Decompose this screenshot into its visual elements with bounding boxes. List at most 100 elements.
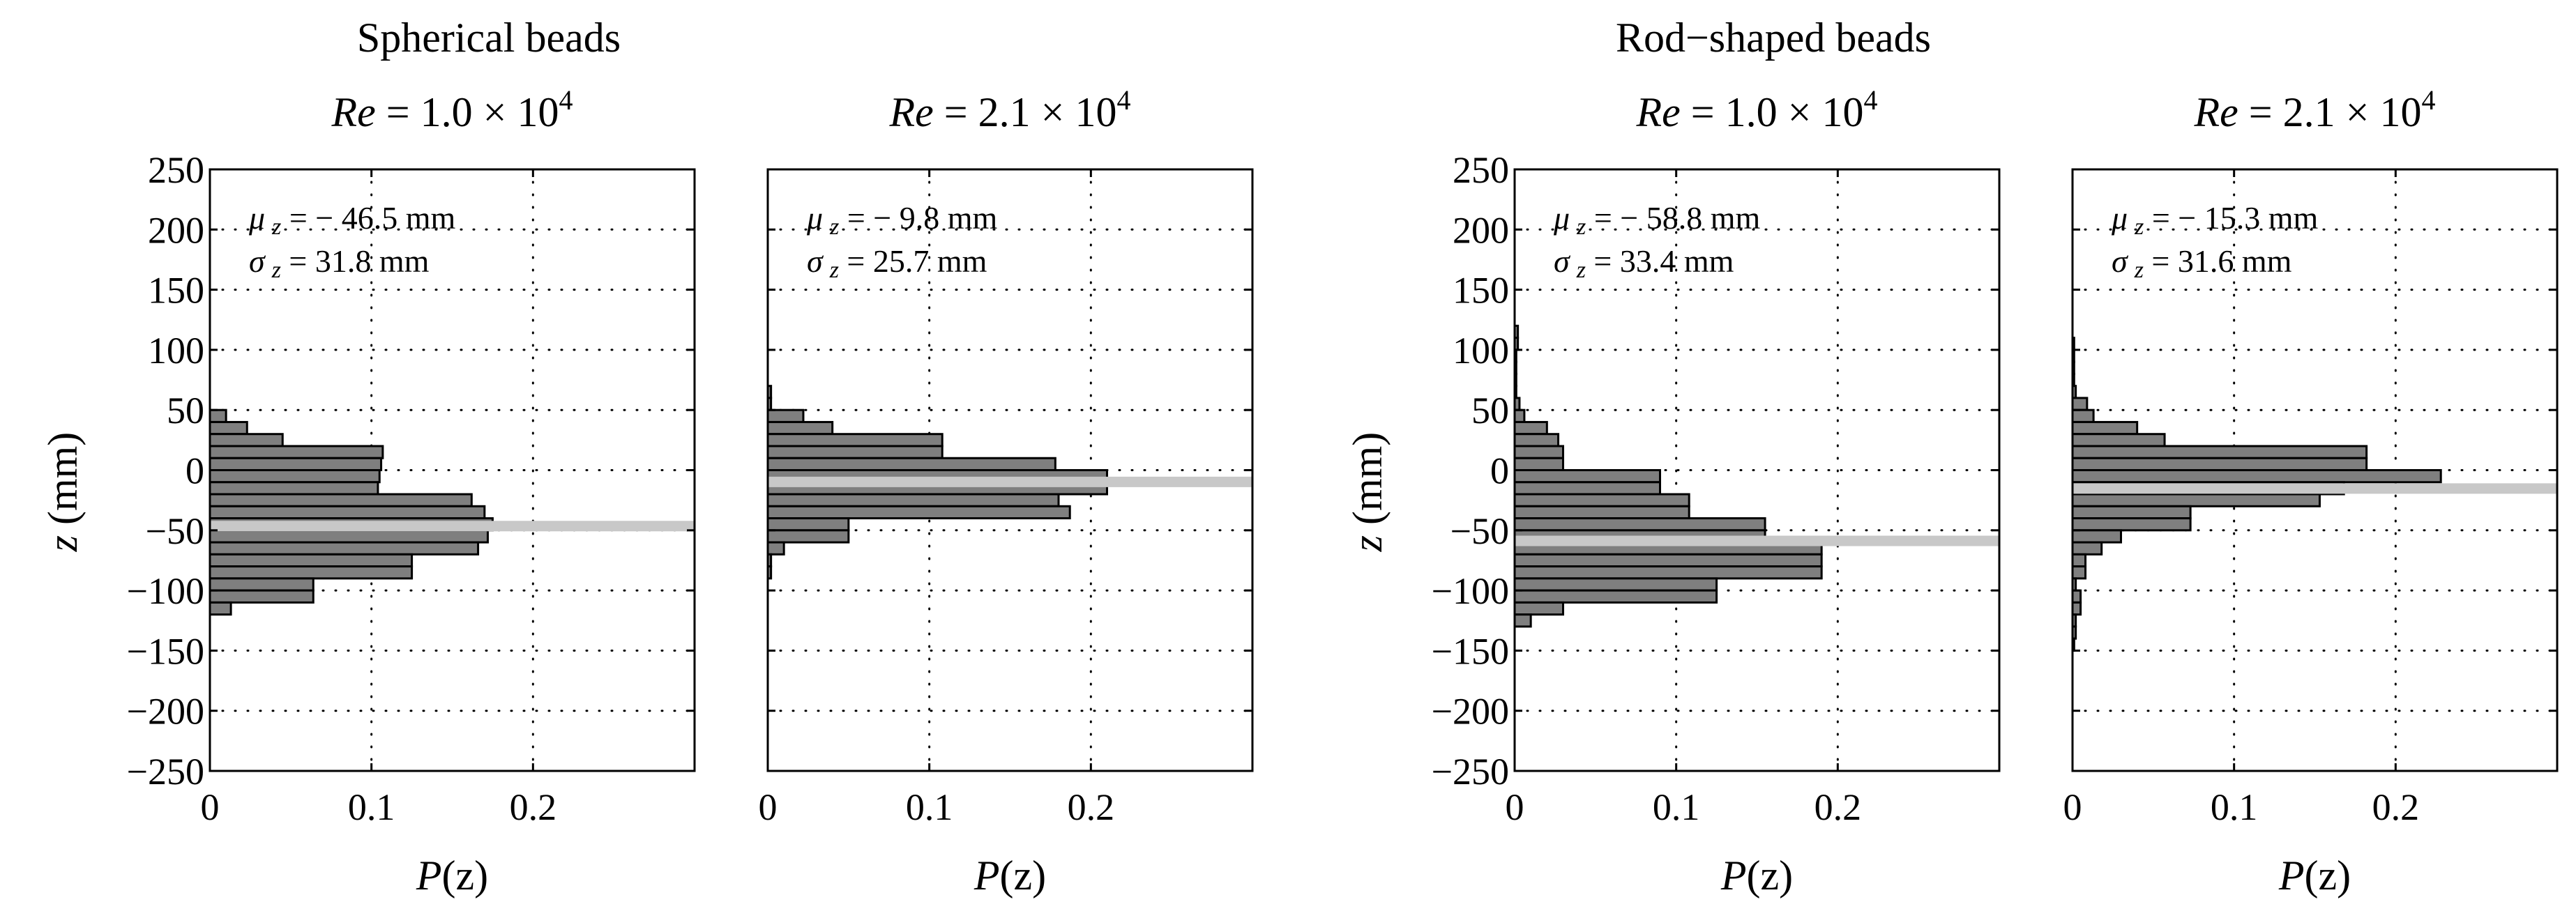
y-tick-label: 250 (148, 149, 204, 191)
histogram-bar (766, 493, 1060, 507)
histogram-bar (209, 408, 227, 423)
histogram-bar (209, 457, 383, 471)
y-tick-label: −50 (1450, 510, 1509, 552)
x-tick-label: 0 (759, 786, 778, 828)
x-tick-label: 0.2 (1814, 786, 1862, 828)
histogram-bar (1513, 613, 1532, 628)
histogram-bar (209, 469, 381, 484)
histogram-bar (766, 517, 850, 532)
histogram-bar (1513, 505, 1690, 520)
y-tick-label: −50 (146, 510, 204, 552)
y-tick-label: 250 (1453, 149, 1509, 191)
group-title-rod: Rod−shaped beads (1616, 15, 1931, 61)
histogram-bar (2071, 469, 2442, 484)
panel-4: 0 0.1 0.2 P(z) Re = 2.1 × 104 μ z = − 15.3 mmσ… (2063, 84, 2559, 898)
histogram-bar (766, 408, 805, 423)
histogram-bar (2071, 408, 2095, 423)
y-tick-label: 100 (148, 330, 204, 372)
x-tick-label: 0.2 (510, 786, 557, 828)
y-tick-label: 150 (1453, 270, 1509, 312)
y-tick-label: 50 (167, 390, 204, 431)
panel-title: Re = 1.0 × 104 (1636, 84, 1878, 135)
histogram-bar (209, 481, 379, 496)
histogram-bar (1513, 481, 1661, 496)
panel-title: Re = 2.1 × 104 (2194, 84, 2436, 135)
histogram-bar (209, 529, 489, 544)
histogram-bar (766, 505, 1071, 520)
y-tick-label: −250 (1432, 751, 1509, 793)
histogram-bar (2071, 589, 2082, 604)
histogram-bar (209, 420, 248, 436)
y-tick-label: 0 (185, 450, 204, 492)
histogram-bar (209, 601, 232, 616)
x-tick-label: 0.2 (2372, 786, 2420, 828)
histogram-bar (2071, 397, 2089, 411)
panel-2: 0 0.1 0.2 P(z) Re = 2.1 × 104 μ z = − 9.8 mmσ z… (759, 84, 1254, 898)
histogram-bar (1513, 517, 1766, 532)
histogram-bar (209, 541, 480, 556)
histogram-bar (1513, 589, 1718, 604)
x-tick-label: 0.1 (1653, 786, 1700, 828)
y-tick-label: −250 (127, 751, 204, 793)
y-tick-label: −200 (127, 691, 204, 733)
y-tick-label: 200 (1453, 209, 1509, 251)
x-tick-label: 0.2 (1068, 786, 1115, 828)
histogram-bar (766, 541, 785, 556)
y-tick-label: 0 (1490, 450, 1509, 492)
histogram-bar (1513, 601, 1564, 616)
histogram-bar (209, 493, 473, 507)
histogram-bar (1513, 457, 1564, 471)
histogram-bar (2071, 493, 2321, 507)
histogram-bar (2071, 541, 2103, 556)
histogram-bar (2071, 457, 2368, 471)
histogram-bar (209, 553, 414, 568)
x-tick-label: 0 (201, 786, 220, 828)
y-tick-label: −150 (127, 630, 204, 672)
y-tick-label: −100 (1432, 570, 1509, 612)
panel-title: Re = 2.1 × 104 (889, 84, 1131, 135)
y-tick-label: 150 (148, 270, 204, 312)
histogram-bar (2071, 517, 2192, 532)
histogram-bar (1513, 577, 1718, 592)
y-axis-label: z (mm) (1344, 432, 1391, 553)
panel-1: −250 −200 −150 −100 −50 0 50 100 150 200 250 z (mm)… (40, 84, 696, 898)
histogram-bar (2071, 553, 2087, 568)
histogram-bar (766, 445, 944, 459)
x-axis-label: P(z) (973, 852, 1046, 898)
histogram-bar (2071, 565, 2087, 580)
y-tick-label: 100 (1453, 330, 1509, 372)
histogram-bar (209, 577, 315, 592)
histogram-bar (209, 589, 315, 604)
histogram-bar (2071, 420, 2139, 436)
histogram-bar (209, 505, 486, 520)
histogram-bar (1513, 433, 1560, 447)
y-tick-label: −150 (1432, 630, 1509, 672)
group-title-spherical: Spherical beads (357, 15, 621, 61)
histogram-bar (1513, 420, 1548, 436)
histogram-bar (1513, 469, 1661, 484)
panel-title: Re = 1.0 × 104 (331, 84, 573, 135)
histogram-bar (1513, 553, 1823, 568)
histogram-bar (1513, 493, 1690, 507)
histogram-bar (766, 420, 834, 436)
y-axis-label: z (mm) (40, 432, 86, 553)
x-axis-label: P(z) (416, 852, 488, 898)
histogram-bar (1513, 408, 1526, 423)
histogram-bar (2071, 601, 2082, 616)
histogram-bar (209, 565, 414, 580)
x-tick-label: 0 (1506, 786, 1524, 828)
y-tick-label: 200 (148, 209, 204, 251)
x-axis-label: P(z) (2278, 852, 2351, 898)
y-tick-label: 50 (1471, 390, 1509, 431)
y-tick-label: −100 (127, 570, 204, 612)
histogram-bar (766, 433, 944, 447)
y-tick-label: −200 (1432, 691, 1509, 733)
